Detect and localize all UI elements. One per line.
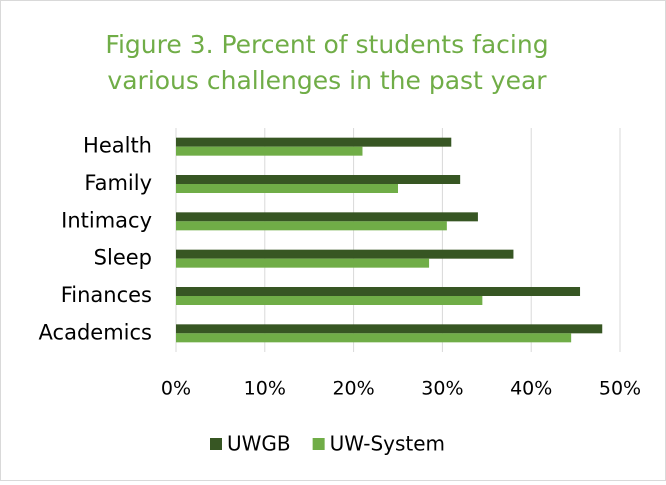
bar — [176, 296, 483, 305]
bar — [176, 221, 447, 231]
chart-title: various challenges in the past year — [107, 66, 547, 95]
x-tick-label: 20% — [332, 378, 374, 400]
x-tick-label: 40% — [510, 378, 552, 400]
legend-swatch — [210, 438, 222, 450]
bar — [176, 184, 398, 193]
y-tick-label: Academics — [39, 320, 152, 344]
bar — [176, 287, 581, 296]
legend-label: UWGB — [227, 432, 291, 456]
x-tick-label: 50% — [599, 378, 641, 400]
chart-title: Figure 3. Percent of students facing — [105, 30, 548, 59]
x-tick-label: 10% — [244, 378, 286, 400]
x-tick-label: 0% — [161, 378, 191, 400]
legend-swatch — [312, 438, 325, 450]
bar — [176, 249, 514, 259]
bar — [176, 175, 461, 184]
y-tick-label: Health — [83, 134, 152, 158]
legend-label: UW-System — [330, 432, 445, 456]
y-tick-label: Finances — [61, 283, 152, 307]
x-tick-label: 30% — [421, 378, 463, 400]
y-tick-label: Sleep — [94, 246, 152, 270]
y-tick-label: Family — [84, 171, 152, 195]
bar — [176, 324, 603, 334]
y-tick-label: Intimacy — [61, 208, 152, 232]
bar — [176, 146, 363, 156]
bar — [176, 137, 452, 147]
bar — [176, 212, 478, 222]
bar — [176, 333, 572, 343]
bar — [176, 258, 430, 268]
